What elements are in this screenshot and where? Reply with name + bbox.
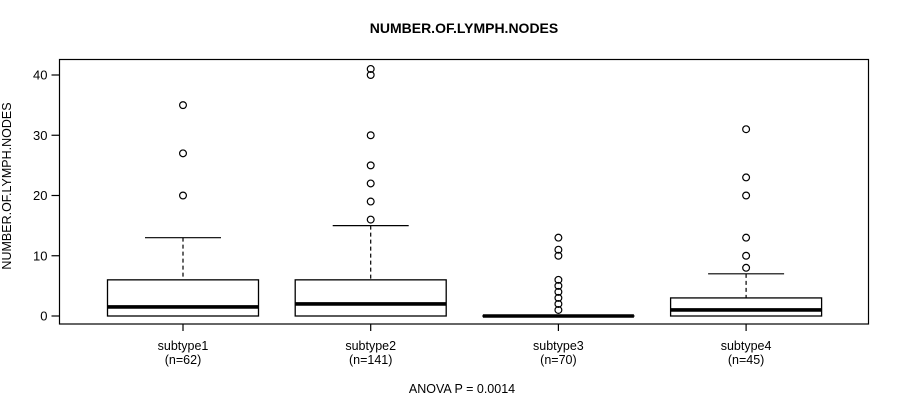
outlier-point [742,191,751,200]
x-tick-label: subtype4 [721,339,772,353]
outlier-point [366,197,375,206]
outlier-point [554,305,563,314]
outlier-point [554,299,563,308]
x-tick-sublabel: (n=141) [349,353,392,367]
plot-frame [58,58,870,325]
y-tick-label: 20 [33,188,47,203]
outlier-point [554,281,563,290]
outlier-point [366,215,375,224]
anova-annotation: ANOVA P = 0.0014 [409,382,515,396]
outlier-point [554,287,563,296]
outlier-point [554,293,563,302]
x-tick-label: subtype3 [533,339,584,353]
box-rect [294,279,447,317]
outlier-point [554,245,563,254]
y-tick-label: 30 [33,128,47,143]
y-tick-label: 40 [33,68,47,83]
chart-title: NUMBER.OF.LYMPH.NODES [370,20,559,36]
outlier-point [742,173,751,182]
y-axis-label: NUMBER.OF.LYMPH.NODES [0,102,14,269]
outlier-point [742,233,751,242]
outlier-point [742,251,751,260]
y-tick-label: 0 [40,309,47,324]
outlier-point [366,161,375,170]
x-tick-sublabel: (n=70) [540,353,576,367]
outlier-point [179,149,188,158]
outlier-point [554,275,563,284]
outlier-point [366,131,375,140]
outlier-point [179,101,188,110]
outlier-point [742,263,751,272]
outlier-point [742,125,751,134]
y-tick-label: 10 [33,248,47,263]
plot-content: 0 10 20 30 40 subtype1(n=62) subtype2(n=141) su… [33,64,823,367]
x-tick-label: subtype1 [158,339,209,353]
outlier-point [179,191,188,200]
outlier-point [554,233,563,242]
x-tick-sublabel: (n=62) [165,353,201,367]
outlier-point [366,179,375,188]
x-tick-sublabel: (n=45) [728,353,764,367]
box-rect [106,279,260,317]
x-tick-label: subtype2 [345,339,396,353]
outlier-point [366,64,375,73]
outlier-point [554,251,563,260]
outlier-point [366,70,375,79]
box-rect [669,297,823,317]
